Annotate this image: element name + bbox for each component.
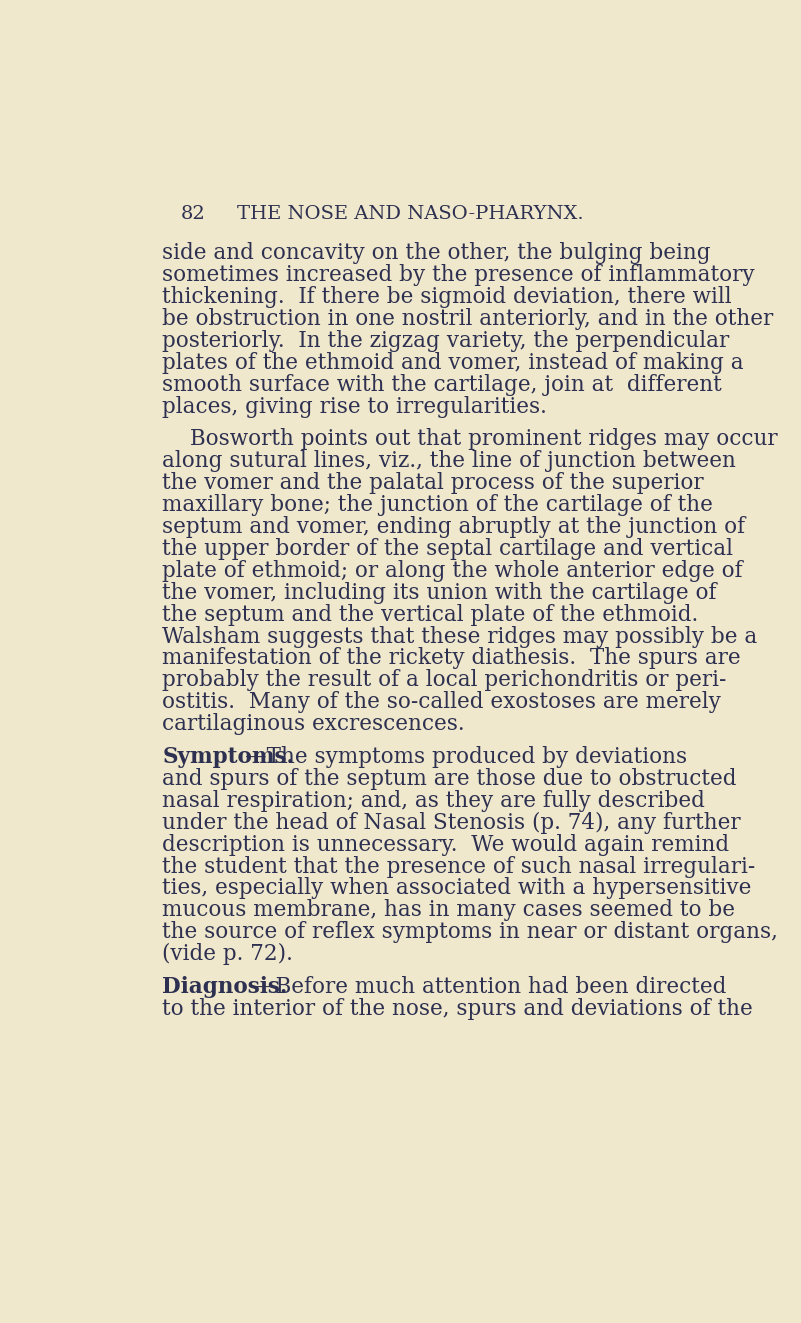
Text: thickening.  If there be sigmoid deviation, there will: thickening. If there be sigmoid deviatio… — [162, 286, 732, 308]
Text: places, giving rise to irregularities.: places, giving rise to irregularities. — [162, 396, 547, 418]
Text: Bosworth points out that prominent ridges may occur: Bosworth points out that prominent ridge… — [190, 429, 778, 450]
Text: the upper border of the septal cartilage and vertical: the upper border of the septal cartilage… — [162, 538, 733, 560]
Text: ostitis.  Many of the so-called exostoses are merely: ostitis. Many of the so-called exostoses… — [162, 692, 721, 713]
Text: the septum and the vertical plate of the ethmoid.: the septum and the vertical plate of the… — [162, 603, 698, 626]
Text: THE NOSE AND NASO-PHARYNX.: THE NOSE AND NASO-PHARYNX. — [237, 205, 584, 222]
Text: (vide p. 72).: (vide p. 72). — [162, 943, 293, 966]
Text: manifestation of the rickety diathesis.  The spurs are: manifestation of the rickety diathesis. … — [162, 647, 741, 669]
Text: ties, especially when associated with a hypersensitive: ties, especially when associated with a … — [162, 877, 751, 900]
Text: and spurs of the septum are those due to obstructed: and spurs of the septum are those due to… — [162, 767, 737, 790]
Text: cartilaginous excrescences.: cartilaginous excrescences. — [162, 713, 465, 736]
Text: along sutural lines, viz., the line of junction between: along sutural lines, viz., the line of j… — [162, 450, 736, 472]
Text: under the head of Nasal Stenosis (p. 74), any further: under the head of Nasal Stenosis (p. 74)… — [162, 812, 741, 833]
Text: side and concavity on the other, the bulging being: side and concavity on the other, the bul… — [162, 242, 710, 265]
Text: description is unnecessary.  We would again remind: description is unnecessary. We would aga… — [162, 833, 730, 856]
Text: plate of ethmoid; or along the whole anterior edge of: plate of ethmoid; or along the whole ant… — [162, 560, 743, 582]
Text: plates of the ethmoid and vomer, instead of making a: plates of the ethmoid and vomer, instead… — [162, 352, 744, 374]
Text: be obstruction in one nostril anteriorly, and in the other: be obstruction in one nostril anteriorly… — [162, 308, 774, 329]
Text: to the interior of the nose, spurs and deviations of the: to the interior of the nose, spurs and d… — [162, 998, 753, 1020]
Text: smooth surface with the cartilage, join at  different: smooth surface with the cartilage, join … — [162, 373, 722, 396]
Text: mucous membrane, has in many cases seemed to be: mucous membrane, has in many cases seeme… — [162, 900, 735, 921]
Text: —The symptoms produced by deviations: —The symptoms produced by deviations — [245, 746, 687, 769]
Text: Diagnosis.: Diagnosis. — [162, 976, 288, 998]
Text: posteriorly.  In the zigzag variety, the perpendicular: posteriorly. In the zigzag variety, the … — [162, 329, 730, 352]
Text: the vomer, including its union with the cartilage of: the vomer, including its union with the … — [162, 582, 717, 603]
Text: nasal respiration; and, as they are fully described: nasal respiration; and, as they are full… — [162, 790, 705, 812]
Text: —Before much attention had been directed: —Before much attention had been directed — [254, 976, 727, 998]
Text: probably the result of a local perichondritis or peri-: probably the result of a local perichond… — [162, 669, 727, 692]
Text: Walsham suggests that these ridges may possibly be a: Walsham suggests that these ridges may p… — [162, 626, 758, 647]
Text: sometimes increased by the presence of inflammatory: sometimes increased by the presence of i… — [162, 265, 755, 286]
Text: 82: 82 — [181, 205, 206, 222]
Text: the vomer and the palatal process of the superior: the vomer and the palatal process of the… — [162, 472, 704, 495]
Text: Symptoms.: Symptoms. — [162, 746, 294, 769]
Text: maxillary bone; the junction of the cartilage of the: maxillary bone; the junction of the cart… — [162, 495, 713, 516]
Text: septum and vomer, ending abruptly at the junction of: septum and vomer, ending abruptly at the… — [162, 516, 745, 538]
Text: the source of reflex symptoms in near or distant organs,: the source of reflex symptoms in near or… — [162, 921, 778, 943]
Text: the student that the presence of such nasal irregulari-: the student that the presence of such na… — [162, 856, 755, 877]
